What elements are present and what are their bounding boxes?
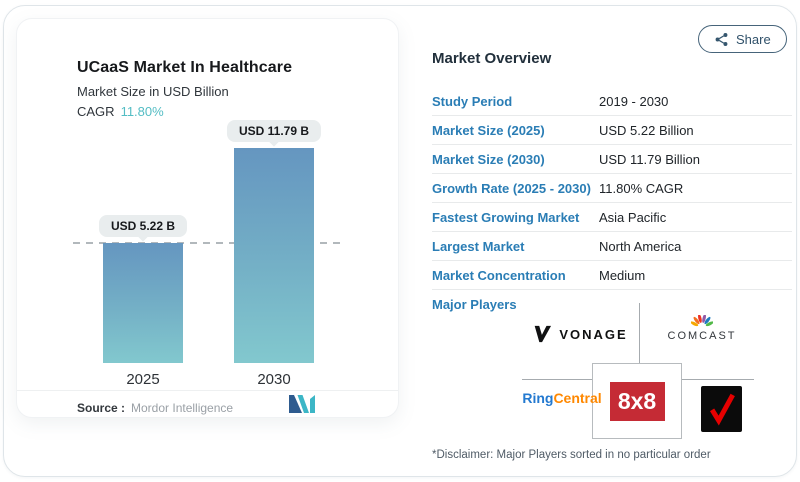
chart-subtitle: Market Size in USD Billion (77, 84, 229, 99)
players-divider-vertical (639, 303, 640, 363)
ringcentral-logo: Ring Central (522, 388, 602, 408)
value-badge-2025: USD 5.22 B (98, 215, 188, 237)
footer-divider (17, 390, 398, 391)
table-row: Market Concentration Medium (432, 261, 792, 290)
chart-panel: UCaaS Market In Healthcare Market Size i… (16, 18, 399, 418)
table-row: Study Period 2019 - 2030 (432, 87, 792, 116)
table-row: Market Size (2025) USD 5.22 Billion (432, 116, 792, 145)
players-divider-horizontal-right (682, 379, 754, 380)
row-value: Medium (599, 267, 646, 283)
share-label: Share (736, 31, 771, 47)
row-value: North America (599, 238, 682, 254)
row-value: 2019 - 2030 (599, 93, 669, 109)
cagr-value: 11.80% (120, 104, 164, 119)
row-value: 11.80% CAGR (599, 180, 684, 196)
table-row: Largest Market North America (432, 232, 792, 261)
ringcentral-ring-text: Ring (522, 390, 554, 406)
cagr-label: CAGR (77, 104, 115, 119)
bar-2025 (103, 243, 183, 363)
disclaimer-text: *Disclaimer: Major Players sorted in no … (432, 449, 711, 461)
comcast-wordmark: COMCAST (667, 329, 737, 342)
row-label: Growth Rate (2025 - 2030) (432, 180, 591, 196)
overview-table: Study Period 2019 - 2030 Market Size (20… (432, 87, 792, 290)
verizon-check-icon (709, 393, 735, 426)
8x8-logo-frame: 8x8 (592, 363, 682, 439)
source-name: Mordor Intelligence (131, 401, 234, 415)
source-label: Source : (77, 401, 126, 415)
vonage-logo: VONAGE (530, 318, 630, 350)
chart-header: UCaaS Market In Healthcare Market Size i… (77, 59, 292, 119)
axis-label-2030: 2030 (257, 371, 291, 388)
market-overview-panel: Market Overview Study Period 2019 - 2030… (432, 50, 792, 480)
overview-title: Market Overview (432, 50, 552, 67)
8x8-logo: 8x8 (609, 381, 665, 421)
players-divider-horizontal-left (522, 379, 592, 380)
mordor-intelligence-logo-icon (289, 395, 316, 418)
value-badge-2030: USD 11.79 B (226, 120, 322, 142)
chart-title: UCaaS Market In Healthcare (77, 59, 293, 76)
bar-2030 (234, 148, 314, 363)
reference-dashed-line (73, 242, 343, 244)
chart-cagr: CAGR 11.80% (77, 104, 292, 119)
report-card: UCaaS Market In Healthcare Market Size i… (3, 5, 797, 477)
vonage-v-icon (532, 324, 552, 344)
row-label: Market Size (2025) (432, 122, 545, 138)
row-label: Study Period (432, 93, 513, 109)
row-value: Asia Pacific (599, 209, 667, 225)
table-row: Growth Rate (2025 - 2030) 11.80% CAGR (432, 174, 792, 203)
table-row: Market Size (2030) USD 11.79 Billion (432, 145, 792, 174)
row-label: Market Concentration (432, 267, 566, 283)
row-label: Market Size (2030) (432, 151, 545, 167)
verizon-logo (701, 386, 742, 432)
share-icon (714, 32, 729, 47)
comcast-logo: COMCAST (662, 309, 742, 347)
table-row: Fastest Growing Market Asia Pacific (432, 203, 792, 232)
nbc-peacock-icon (691, 314, 713, 328)
row-value: USD 11.79 Billion (599, 151, 700, 167)
axis-label-2025: 2025 (126, 371, 160, 388)
row-value: USD 5.22 Billion (599, 122, 694, 138)
row-label: Fastest Growing Market (432, 209, 580, 225)
source-row: Source : Mordor Intelligence (77, 401, 233, 415)
major-players-section: Major Players VONAGE (432, 297, 792, 447)
vonage-wordmark: VONAGE (559, 326, 628, 342)
major-players-label: Major Players (432, 297, 517, 312)
share-button[interactable]: Share (698, 25, 787, 53)
ringcentral-central-text: Central (553, 390, 602, 406)
row-label: Largest Market (432, 238, 525, 254)
